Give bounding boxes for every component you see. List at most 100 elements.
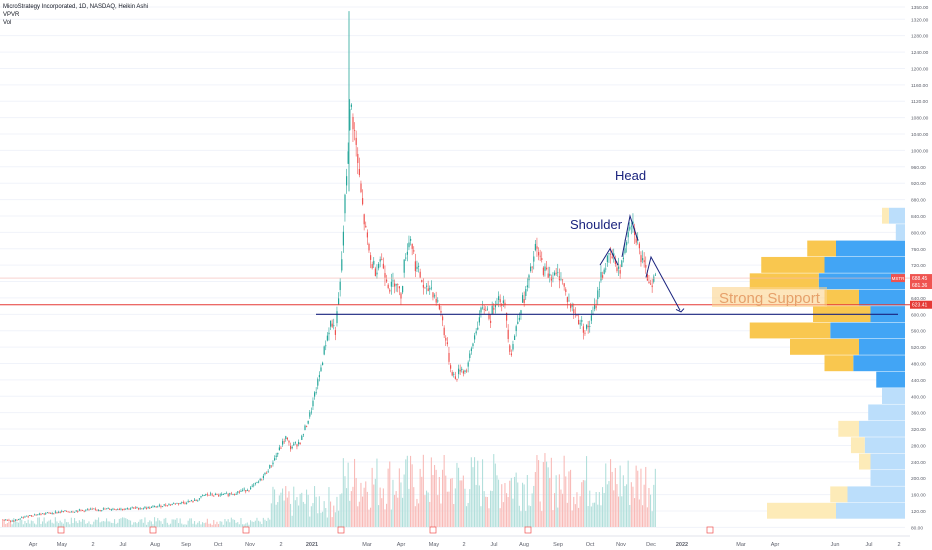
legend-title[interactable]: MicroStrategy Incorporated, 1D, NASDAQ, … <box>3 4 149 10</box>
volume-bar <box>485 496 487 527</box>
x-axis-tick: Nov <box>245 542 255 548</box>
price-tag-symbol-bg <box>891 274 905 283</box>
candle-body <box>328 332 330 335</box>
candle-body <box>2 519 4 521</box>
volume-bar <box>621 496 623 527</box>
candle-body <box>416 266 418 269</box>
volume-bar <box>242 524 244 527</box>
volume-bar <box>552 510 554 527</box>
x-axis-tick: Aug <box>519 542 529 548</box>
volume-bar <box>530 506 532 527</box>
volume-bar <box>525 511 527 527</box>
volume-bar <box>29 523 31 527</box>
volume-bar <box>635 465 637 527</box>
candle-body <box>234 494 236 495</box>
candle-body <box>107 508 109 510</box>
x-axis-tick: Oct <box>586 542 595 548</box>
candle-body <box>648 281 650 284</box>
candle-body <box>301 435 303 440</box>
volume-bar <box>146 524 148 527</box>
candle-body <box>520 310 522 315</box>
volume-bar <box>101 521 103 527</box>
volume-bar <box>395 491 397 527</box>
volume-bar <box>174 519 176 527</box>
x-axis-tick: Jul <box>865 542 872 548</box>
volume-bar <box>366 491 368 527</box>
volume-bar <box>363 487 365 527</box>
candle-body <box>498 296 500 300</box>
candle-body <box>93 508 95 510</box>
volume-bar <box>474 457 476 527</box>
volume-bar <box>534 472 536 527</box>
candle-body <box>34 514 36 516</box>
candle-body <box>643 260 645 263</box>
y-axis-tick: 1350.00 <box>911 5 929 11</box>
candle-body <box>74 511 76 513</box>
volume-bar <box>504 483 506 527</box>
earnings-marker <box>242 526 250 534</box>
candle-body <box>597 290 599 300</box>
candle-body <box>432 292 434 298</box>
candle-body <box>142 508 144 510</box>
candle-body <box>464 370 466 372</box>
volume-bar <box>299 493 301 527</box>
candle-body <box>504 302 506 306</box>
candle-body <box>141 508 143 510</box>
candle-body <box>288 440 290 443</box>
volume-bar <box>507 497 509 527</box>
candle-body <box>165 504 167 506</box>
volume-bar <box>50 519 52 527</box>
volume-bar <box>584 480 586 527</box>
earnings-marker <box>149 526 157 534</box>
candle-body <box>611 256 613 259</box>
candle-body <box>584 332 586 334</box>
volume-bar <box>467 502 469 527</box>
candle-body <box>235 494 237 495</box>
legend-vpvr[interactable]: VPVR <box>3 12 20 18</box>
y-axis-tick: 1040.00 <box>911 132 929 138</box>
candle-body <box>550 277 552 281</box>
volume-bar <box>275 504 277 527</box>
candle-body <box>418 265 420 267</box>
volume-profile-down-bar <box>847 486 905 503</box>
candle-body <box>290 445 292 450</box>
candle-body <box>283 441 285 443</box>
x-axis-tick: Mar <box>362 542 372 548</box>
volume-bar <box>598 492 600 527</box>
volume-bar <box>446 491 448 527</box>
volume-bar <box>344 476 346 527</box>
candle-body <box>64 510 66 512</box>
legend-vol[interactable]: Vol <box>3 20 12 26</box>
volume-bar <box>18 522 20 527</box>
volume-bar <box>640 468 642 527</box>
volume-bar <box>320 512 322 527</box>
candle-body <box>390 281 392 287</box>
volume-bar <box>405 459 407 527</box>
volume-bar <box>397 497 399 527</box>
candle-body <box>331 323 333 327</box>
candle-body <box>302 434 304 436</box>
candle-body <box>450 365 452 369</box>
volume-bar <box>14 520 16 527</box>
candle-body <box>523 299 525 303</box>
volume-profile-up-bar <box>838 420 859 437</box>
candle-body <box>315 392 317 393</box>
candle-body <box>458 368 460 375</box>
volume-profile-up-bar <box>749 322 831 339</box>
candle-body <box>338 298 340 305</box>
candle-body <box>578 319 580 325</box>
candle-body <box>5 519 7 521</box>
candle-body <box>363 214 365 225</box>
candle-body <box>46 512 48 514</box>
volume-bar <box>192 523 194 527</box>
volume-bar <box>563 455 565 527</box>
x-axis-tick: Mar <box>736 542 746 548</box>
candle-body <box>349 109 351 131</box>
candle-body <box>306 426 308 427</box>
volume-bar <box>333 505 335 527</box>
volume-bar <box>402 497 404 527</box>
candle-body <box>227 494 229 496</box>
volume-bar <box>77 523 79 527</box>
candle-body <box>238 491 240 493</box>
